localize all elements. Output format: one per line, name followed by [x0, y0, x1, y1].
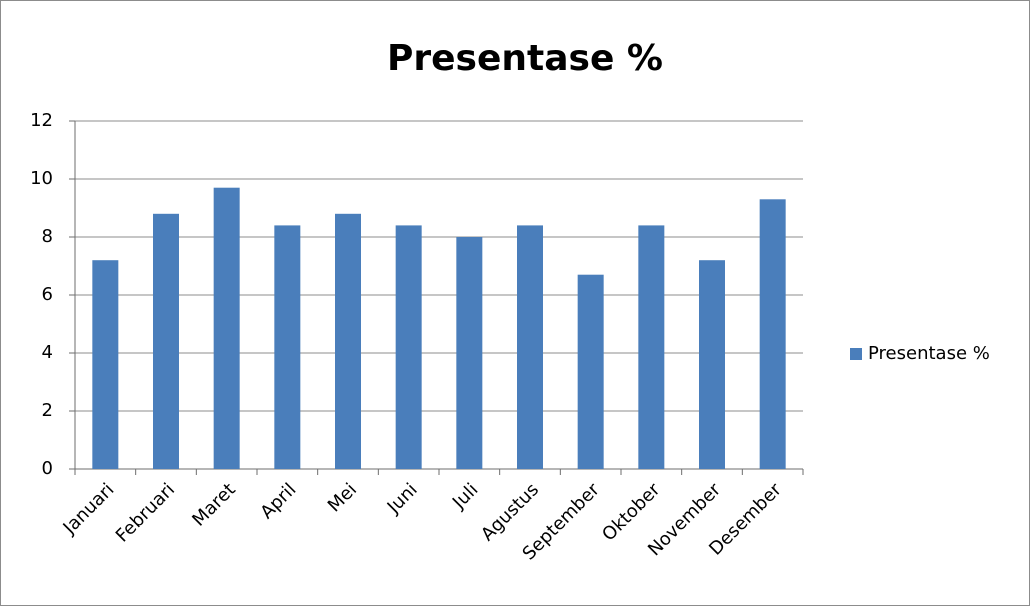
- bar: [578, 275, 604, 469]
- bar: [699, 260, 725, 469]
- y-tick-label: 10: [30, 168, 53, 189]
- legend-swatch: [850, 348, 862, 360]
- bar: [92, 260, 118, 469]
- chart: Presentase % 024681012JanuariFebruariMar…: [0, 0, 1031, 607]
- bar: [638, 225, 664, 469]
- bar: [760, 199, 786, 469]
- y-tick-label: 4: [42, 342, 53, 363]
- y-tick-label: 0: [42, 458, 53, 479]
- chart-title: Presentase %: [387, 38, 663, 79]
- bar: [517, 225, 543, 469]
- bar: [153, 214, 179, 469]
- bar: [214, 188, 240, 469]
- bar: [274, 225, 300, 469]
- y-tick-label: 2: [42, 400, 53, 421]
- bar: [456, 237, 482, 469]
- bar: [396, 225, 422, 469]
- y-tick-label: 8: [42, 226, 53, 247]
- bar: [335, 214, 361, 469]
- y-tick-label: 12: [30, 110, 53, 131]
- y-tick-label: 6: [42, 284, 53, 305]
- legend-label: Presentase %: [868, 343, 990, 364]
